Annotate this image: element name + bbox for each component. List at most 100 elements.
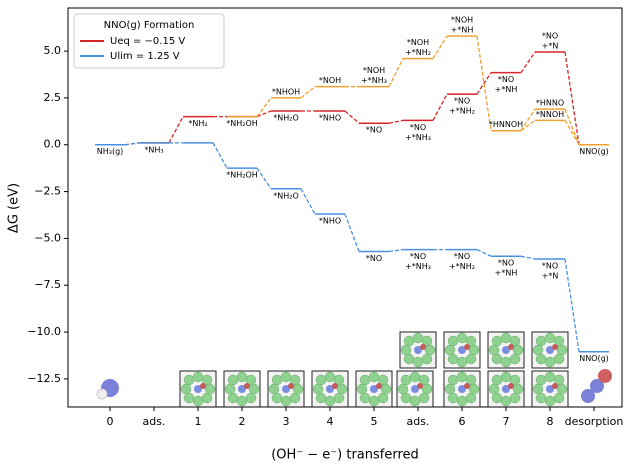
y-tick-label: −5.0 (34, 231, 61, 244)
atom (204, 383, 216, 395)
atom (409, 371, 421, 383)
atom (421, 353, 433, 365)
atom (456, 332, 468, 344)
atom (512, 344, 524, 356)
atom (535, 335, 547, 347)
atom (488, 383, 500, 395)
x-tick-label: ads. (143, 415, 166, 428)
x-tick-label: 1 (195, 415, 202, 428)
atom (544, 356, 556, 368)
x-tick-label: 6 (459, 415, 466, 428)
atom (236, 371, 248, 383)
atom (556, 383, 568, 395)
atom (424, 344, 436, 356)
step-label: +*NH₂ (405, 48, 431, 57)
atom (411, 385, 419, 393)
step-label: *NHO (319, 114, 341, 123)
atom (376, 383, 382, 389)
connector (388, 58, 404, 87)
atom (324, 395, 336, 407)
atom (377, 392, 389, 404)
atom (380, 383, 392, 395)
connector (124, 142, 140, 146)
atom (544, 371, 556, 383)
atom (359, 392, 371, 404)
atom (280, 395, 292, 407)
atom (491, 392, 503, 404)
atom (508, 383, 514, 389)
atom (268, 383, 280, 395)
y-tick-label: −2.5 (34, 185, 61, 198)
atom (491, 335, 503, 347)
atom (397, 383, 409, 395)
step-label: +*NH₂ (449, 107, 475, 116)
atom (535, 392, 547, 404)
step-label: *NOH (363, 66, 385, 75)
step-label: +*NH (451, 26, 474, 35)
atom (535, 374, 547, 386)
step-label: *HNNO (536, 99, 564, 108)
atom (546, 385, 554, 393)
atom (464, 383, 470, 389)
atom (370, 385, 378, 393)
x-tick-label: ads. (407, 415, 430, 428)
atom (183, 374, 195, 386)
step-label: *NO (366, 126, 382, 135)
atom (403, 353, 415, 365)
step-label: *NH₃ (144, 145, 163, 154)
connector (388, 249, 404, 253)
step-label: NNO(g) (579, 354, 609, 363)
atom (412, 356, 424, 368)
step-label: +*N (542, 42, 559, 51)
step-label: *NO (454, 97, 470, 106)
atom (280, 371, 292, 383)
y-tick-label: −12.5 (27, 372, 61, 385)
atom (227, 392, 239, 404)
atom (244, 383, 250, 389)
connector (564, 120, 580, 146)
atom (420, 344, 426, 350)
step-label: +*NH₂ (449, 262, 475, 271)
x-tick-label: 5 (371, 415, 378, 428)
connector (256, 167, 272, 190)
step-label: +*NH₃ (405, 133, 431, 142)
atom (552, 344, 558, 350)
step-label: *NOH (451, 16, 473, 25)
connector (476, 36, 492, 131)
step-label: *NOH (407, 38, 429, 47)
connector (168, 116, 184, 144)
atom (444, 344, 456, 356)
legend-box (73, 13, 225, 69)
atom (491, 353, 503, 365)
connector (432, 35, 448, 59)
x-tick-label: 7 (503, 415, 510, 428)
step-label: *NO (498, 259, 514, 268)
legend-label: Ueq = −0.15 V (110, 36, 185, 47)
atom (403, 335, 415, 347)
atom (336, 383, 348, 395)
atom (500, 356, 512, 368)
atom (458, 385, 466, 393)
connector (520, 108, 536, 132)
y-tick-label: 5.0 (44, 44, 62, 57)
atom (468, 344, 480, 356)
atom (465, 392, 477, 404)
y-tick-label: 0.0 (44, 138, 62, 151)
atom (368, 371, 380, 383)
atom (509, 392, 521, 404)
step-label: *NH₂O (273, 191, 299, 200)
atom (282, 385, 290, 393)
atom (271, 374, 283, 386)
connector (256, 110, 272, 118)
molecule (590, 379, 604, 393)
step-label: *NHOH (272, 87, 300, 96)
atom (447, 374, 459, 386)
x-tick-label: desorption (565, 415, 624, 428)
atom (400, 344, 412, 356)
step-label: +*N (542, 272, 559, 281)
step-label: *NO (366, 254, 382, 263)
atom (400, 392, 412, 404)
atom (532, 344, 544, 356)
atom (227, 374, 239, 386)
